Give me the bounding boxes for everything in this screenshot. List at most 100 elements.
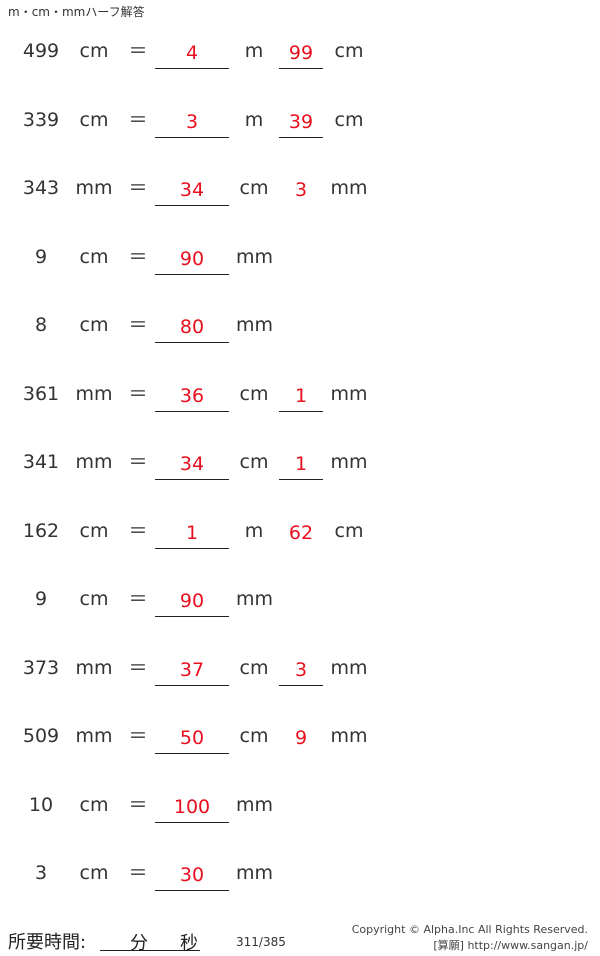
question-value: 10 xyxy=(28,793,54,816)
answer-1-unit: mm xyxy=(236,245,274,268)
question-value: 9 xyxy=(34,588,48,610)
problem-row: 343 mm ＝ 34 cm 3 mm xyxy=(0,173,600,206)
problem-row: 509 mm ＝ 50 cm 9 mm xyxy=(0,721,600,754)
answer-2-unit: mm xyxy=(330,656,368,679)
answer-2-unit: mm xyxy=(330,382,368,405)
question-value: 361 xyxy=(22,382,60,405)
time-underline xyxy=(100,950,200,951)
equals-sign: ＝ xyxy=(128,40,148,62)
problem-row: 9 cm ＝ 90 mm xyxy=(0,584,600,617)
answer-1: 30 xyxy=(155,860,229,891)
answer-1: 50 xyxy=(155,723,229,754)
answer-2: 62 xyxy=(288,521,314,544)
answer-1-unit: mm xyxy=(236,314,274,336)
answer-1-unit: cm xyxy=(239,656,269,679)
answer-1: 34 xyxy=(155,449,229,480)
question-value: 343 xyxy=(22,177,60,199)
answer-2-unit: mm xyxy=(330,451,368,473)
question-unit: cm xyxy=(79,314,109,336)
answer-2: 3 xyxy=(279,655,323,686)
answer-1: 100 xyxy=(155,792,229,823)
problem-row: 373 mm ＝ 37 cm 3 mm xyxy=(0,653,600,686)
site-url: [算願] http://www.sangan.jp/ xyxy=(433,939,588,952)
answer-2: 39 xyxy=(279,107,323,138)
problem-row: 10 cm ＝ 100 mm xyxy=(0,790,600,823)
problem-row: 8 cm ＝ 80 mm xyxy=(0,310,600,343)
question-unit: mm xyxy=(75,451,113,473)
answer-2: 9 xyxy=(294,727,308,749)
answer-1-unit: cm xyxy=(239,451,269,473)
seconds-label: 秒 xyxy=(180,933,198,954)
problem-row: 9 cm ＝ 90 mm xyxy=(0,242,600,275)
problem-row: 341 mm ＝ 34 cm 1 mm xyxy=(0,447,600,480)
question-value: 339 xyxy=(22,108,60,131)
copyright: Copyright © Alpha.Inc All Rights Reserve… xyxy=(352,922,588,954)
answer-1-unit: m xyxy=(244,108,264,131)
answer-1-unit: cm xyxy=(239,177,269,199)
equals-sign: ＝ xyxy=(128,793,148,816)
answer-1: 4 xyxy=(155,38,229,69)
question-value: 499 xyxy=(22,40,60,62)
answer-1-unit: m xyxy=(244,519,264,542)
answer-1: 90 xyxy=(155,586,229,617)
answer-2-unit: mm xyxy=(330,177,368,199)
minutes-label: 分 xyxy=(130,933,148,954)
copyright-text: Copyright © Alpha.Inc All Rights Reserve… xyxy=(351,923,588,936)
question-value: 8 xyxy=(34,314,48,336)
problem-row: 499 cm ＝ 4 m 99 cm xyxy=(0,36,600,69)
question-unit: mm xyxy=(75,382,113,405)
question-unit: mm xyxy=(75,725,113,747)
answer-2-unit: cm xyxy=(334,519,364,542)
answer-1-unit: m xyxy=(244,40,264,62)
page-number: 311/385 xyxy=(236,935,286,949)
question-unit: cm xyxy=(79,245,109,268)
answer-1-unit: mm xyxy=(236,793,274,816)
answer-2: 99 xyxy=(279,38,323,69)
answer-1-unit: cm xyxy=(239,725,269,747)
question-value: 162 xyxy=(22,519,60,542)
equals-sign: ＝ xyxy=(128,862,148,884)
problem-row: 3 cm ＝ 30 mm xyxy=(0,858,600,891)
equals-sign: ＝ xyxy=(128,108,148,131)
question-unit: mm xyxy=(75,177,113,199)
question-unit: cm xyxy=(79,588,109,610)
question-unit: mm xyxy=(75,656,113,679)
equals-sign: ＝ xyxy=(128,588,148,610)
equals-sign: ＝ xyxy=(128,314,148,336)
answer-2: 3 xyxy=(294,179,308,201)
question-unit: cm xyxy=(79,793,109,816)
answer-1: 36 xyxy=(155,381,229,412)
answer-1: 1 xyxy=(155,518,229,549)
answer-1-unit: mm xyxy=(236,862,274,884)
question-value: 9 xyxy=(34,245,48,268)
problem-row: 162 cm ＝ 1 m 62 cm xyxy=(0,516,600,549)
equals-sign: ＝ xyxy=(128,245,148,268)
question-value: 509 xyxy=(22,725,60,747)
question-unit: cm xyxy=(79,40,109,62)
question-unit: cm xyxy=(79,108,109,131)
answer-1-unit: mm xyxy=(236,588,274,610)
answer-1: 34 xyxy=(155,175,229,206)
equals-sign: ＝ xyxy=(128,656,148,679)
answer-1: 80 xyxy=(155,312,229,343)
time-label: 所要時間: xyxy=(8,932,87,953)
answer-2: 1 xyxy=(279,449,323,480)
worksheet-title: m・cm・mmハーフ解答 xyxy=(8,5,145,19)
question-unit: cm xyxy=(79,862,109,884)
problem-row: 339 cm ＝ 3 m 39 cm xyxy=(0,105,600,138)
answer-1: 37 xyxy=(155,655,229,686)
answer-1: 3 xyxy=(155,107,229,138)
problem-row: 361 mm ＝ 36 cm 1 mm xyxy=(0,379,600,412)
question-value: 341 xyxy=(22,451,60,473)
answer-1-unit: cm xyxy=(239,382,269,405)
answer-2: 1 xyxy=(279,381,323,412)
question-value: 373 xyxy=(22,656,60,679)
equals-sign: ＝ xyxy=(128,451,148,473)
equals-sign: ＝ xyxy=(128,177,148,199)
answer-2-unit: mm xyxy=(330,725,368,747)
equals-sign: ＝ xyxy=(128,725,148,747)
equals-sign: ＝ xyxy=(128,382,148,405)
answer-1: 90 xyxy=(155,244,229,275)
answer-2-unit: cm xyxy=(334,108,364,131)
